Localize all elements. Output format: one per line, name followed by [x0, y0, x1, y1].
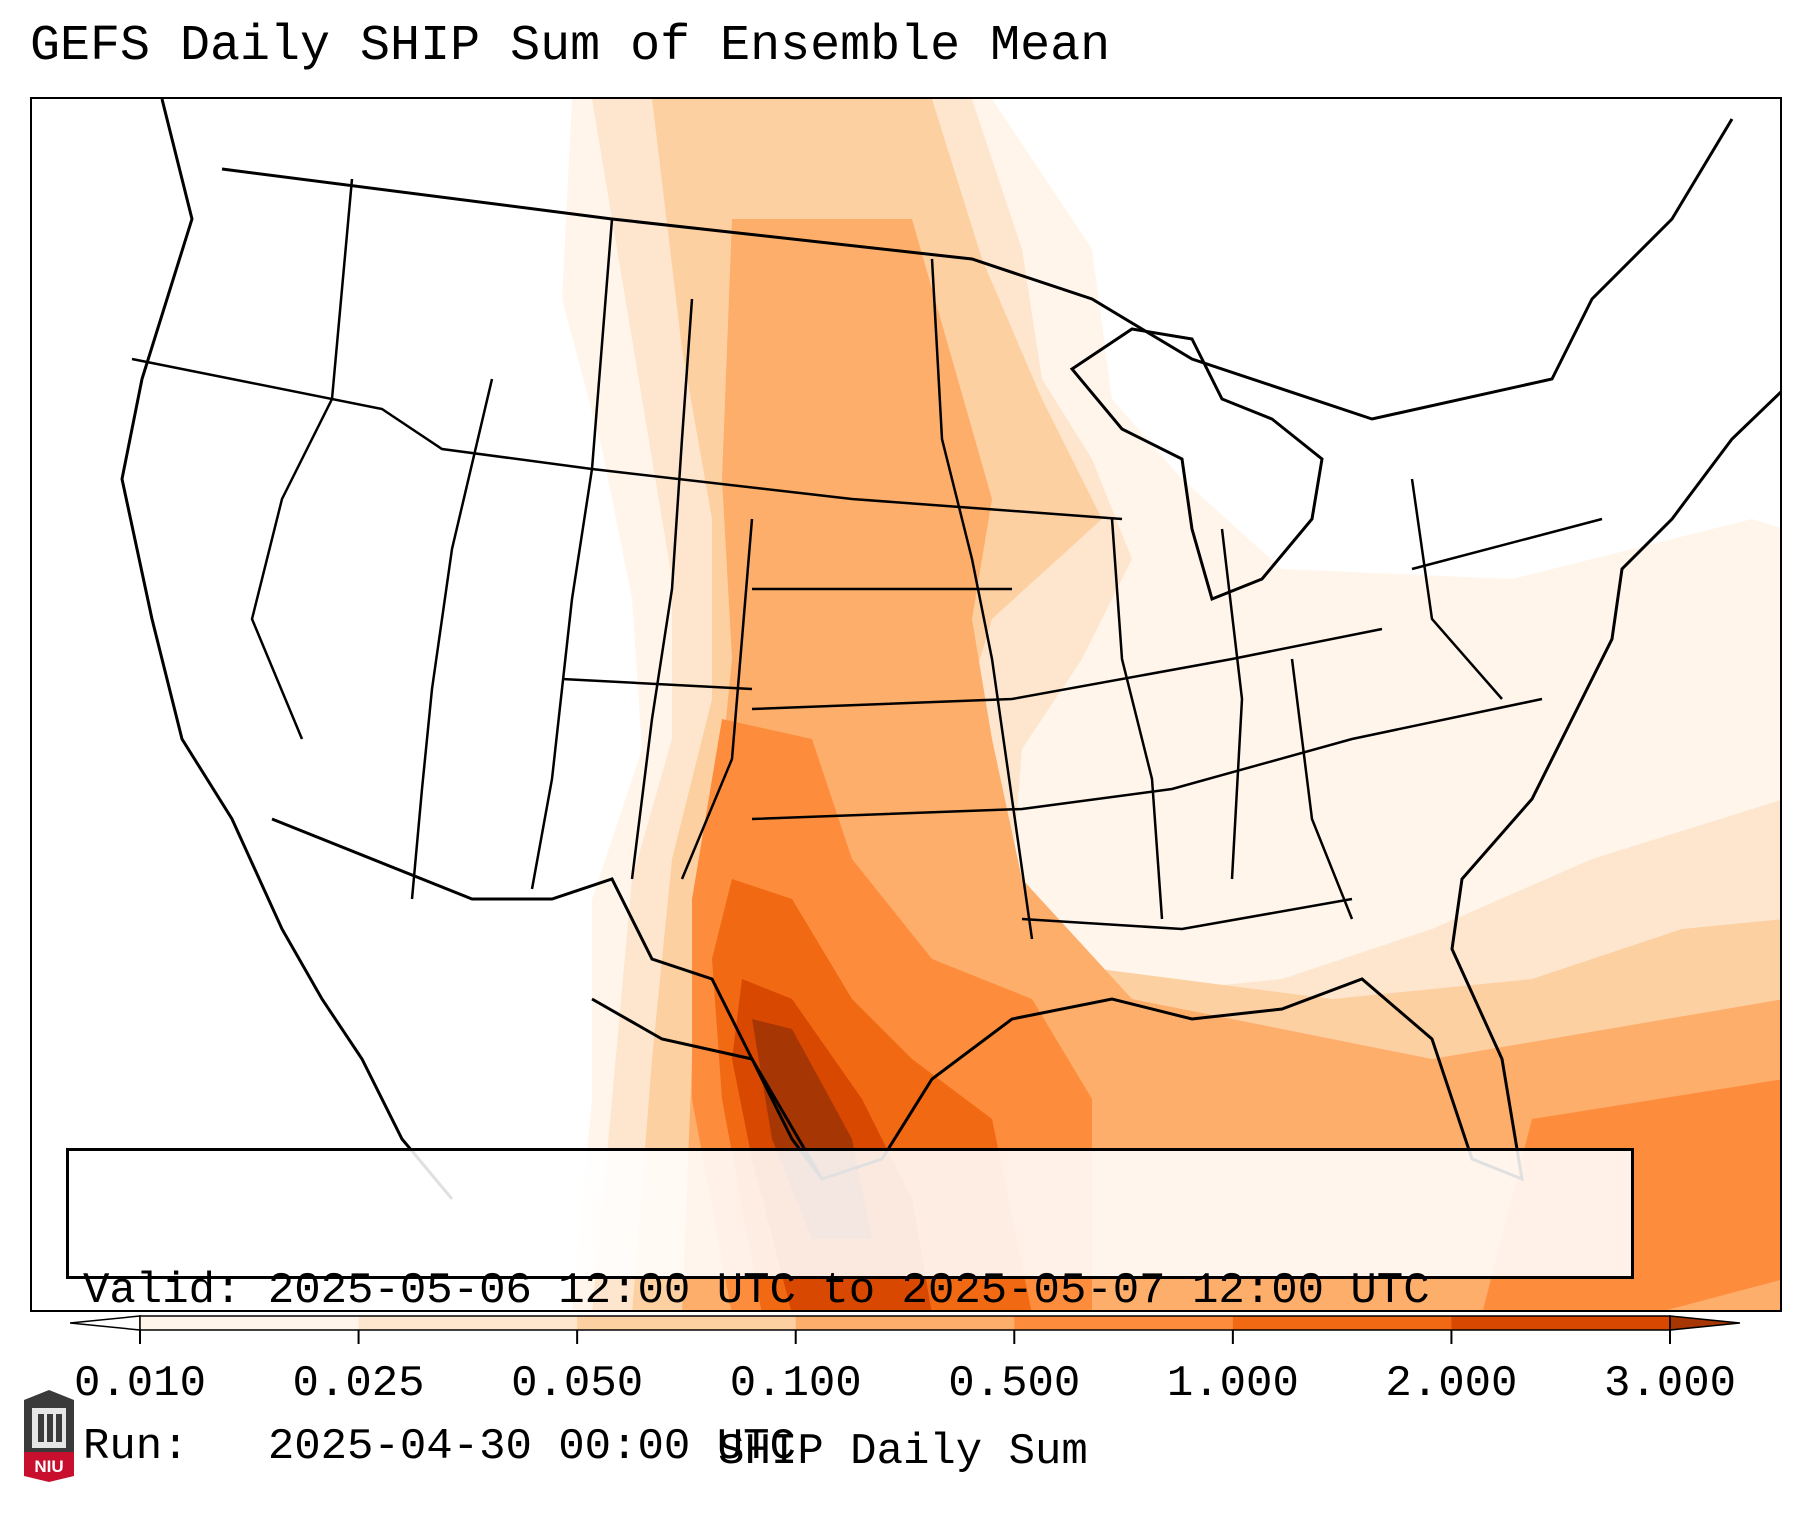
state-borders: [131, 178, 1603, 940]
colorbar-segment: [358, 1316, 578, 1330]
valid-run-info-box: Valid: 2025-05-06 12:00 UTC to 2025-05-0…: [66, 1148, 1634, 1472]
colorbar-tick-label: 0.500: [948, 1359, 1081, 1409]
colorbar-tick-label: 1.000: [1166, 1359, 1299, 1409]
colorbar-segment: [795, 1316, 1015, 1330]
coastline-west: [120, 99, 454, 1200]
border-mexico: [271, 817, 824, 1180]
colorbar-extend-high: [1669, 1315, 1740, 1331]
colorbar-tick-label: 2.000: [1385, 1359, 1518, 1409]
colorbar-tick-label: 3.000: [1603, 1359, 1737, 1409]
logo-text: NIU: [34, 1457, 63, 1476]
colorbar-tick-label: 0.100: [729, 1359, 862, 1409]
ship-field-map: [120, 99, 1780, 1310]
niu-logo-icon: NIU: [24, 1390, 74, 1482]
valid-time-text: Valid: 2025-05-06 12:00 UTC to 2025-05-0…: [83, 1266, 1430, 1316]
colorbar-title: SHIP Daily Sum: [718, 1427, 1088, 1477]
colorbar: [70, 1315, 1740, 1344]
colorbar-segment: [140, 1316, 360, 1330]
colorbar-tick-label: 0.010: [73, 1359, 207, 1409]
colorbar-segment: [1014, 1316, 1234, 1330]
great-lakes: [1069, 327, 1324, 602]
colorbar-tick-label: 0.025: [292, 1359, 425, 1409]
colorbar-extend-low: [70, 1315, 141, 1331]
colorbar-segment: [1451, 1316, 1671, 1330]
colorbar-segment: [577, 1316, 797, 1330]
colorbar-segment: [1232, 1316, 1452, 1330]
colorbar-tick-label: 0.050: [511, 1359, 644, 1409]
map-panel: [30, 97, 1782, 1312]
map-title: GEFS Daily SHIP Sum of Ensemble Mean: [30, 18, 1111, 75]
run-time-text: Run: 2025-04-30 00:00 UTC: [83, 1422, 796, 1472]
colorbar-outline: [139, 1315, 1671, 1331]
border-canada: [221, 118, 1734, 421]
